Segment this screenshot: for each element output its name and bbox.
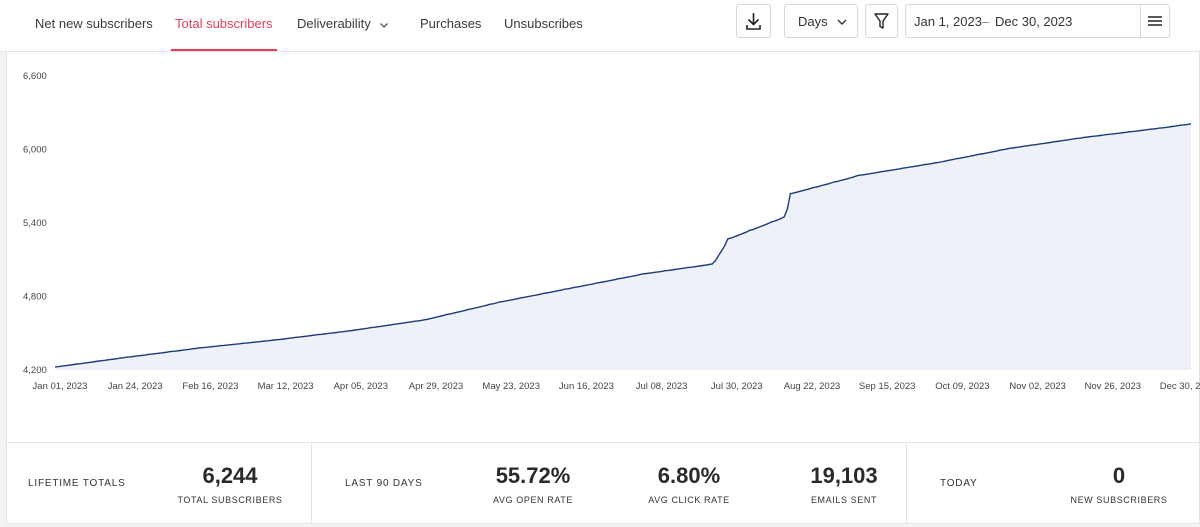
menu-button[interactable]: [1140, 4, 1170, 38]
stat-label-avg-click-rate: AVG CLICK RATE: [648, 495, 730, 505]
y-tick-label: 5,400: [23, 218, 47, 229]
stat-value-emails-sent: 19,103: [810, 463, 878, 488]
x-tick-label: Jul 30, 2023: [711, 381, 763, 392]
y-tick-label: 6,600: [23, 71, 47, 82]
x-tick-label: Apr 05, 2023: [334, 381, 388, 392]
chart-panel: 6,600 6,000 5,400 4,800 4,200 Jan 01, 2023 Jan…: [6, 52, 1200, 442]
x-tick-label: Aug 22, 2023: [784, 381, 841, 392]
download-icon: [746, 13, 761, 30]
series-line: [54, 123, 1192, 368]
stat-value-avg-click-rate: 6.80%: [657, 463, 721, 488]
hamburger-menu-icon: [1148, 16, 1162, 26]
stat-label-avg-open-rate: AVG OPEN RATE: [493, 495, 573, 505]
x-tick-label: Nov 02, 2023: [1009, 381, 1066, 392]
x-tick-label: Jun 16, 2023: [559, 381, 614, 392]
x-tick-label: Dec 30, 2023: [1160, 381, 1200, 392]
chevron-down-icon: [837, 19, 847, 25]
granularity-select[interactable]: Days: [784, 4, 858, 38]
stat-group-last-90-days: LAST 90 DAYS 55.72% AVG OPEN RATE 6.80% …: [312, 443, 907, 523]
tab-unsubscribes[interactable]: Unsubscribes: [504, 0, 583, 52]
stat-label-new-subscribers: NEW SUBSCRIBERS: [1070, 495, 1168, 505]
subscribers-chart: 6,600 6,000 5,400 4,800 4,200 Jan 01, 2023 Jan…: [23, 71, 1200, 392]
x-tick-label: Jan 01, 2023: [33, 381, 88, 392]
date-end: Dec 30, 2023: [995, 14, 1073, 29]
x-tick-label: May 23, 2023: [482, 381, 540, 392]
x-tick-label: Mar 12, 2023: [258, 381, 314, 392]
stat-value-avg-open-rate: 55.72%: [495, 463, 571, 488]
download-button[interactable]: [736, 4, 771, 38]
y-tick-label: 4,800: [23, 292, 47, 303]
stat-group-lifetime: LIFETIME TOTALS 6,244 TOTAL SUBSCRIBERS: [7, 443, 312, 523]
x-tick-label: Nov 26, 2023: [1085, 381, 1142, 392]
stat-label-emails-sent: EMAILS SENT: [810, 495, 878, 505]
tab-net-new-subscribers[interactable]: Net new subscribers: [35, 0, 153, 52]
tab-label: Purchases: [420, 16, 482, 31]
stat-group-heading: TODAY: [940, 478, 978, 489]
x-tick-label: Oct 09, 2023: [935, 381, 989, 392]
filter-icon: [874, 13, 889, 29]
y-tick-label: 6,000: [23, 145, 47, 156]
stat-value-new-subscribers: 0: [1112, 463, 1126, 488]
series-area: [55, 123, 1191, 370]
stat-group-heading: LAST 90 DAYS: [345, 478, 423, 489]
filter-button[interactable]: [865, 4, 898, 38]
stat-label-total-subscribers: TOTAL SUBSCRIBERS: [177, 495, 283, 505]
date-separator: –: [982, 14, 990, 29]
chevron-down-icon: [379, 23, 388, 28]
tab-label: Unsubscribes: [504, 16, 583, 31]
tab-label: Total subscribers: [175, 16, 273, 31]
y-tick-label: 4,200: [23, 365, 47, 376]
x-tick-label: Jan 24, 2023: [108, 381, 163, 392]
tab-deliverability[interactable]: Deliverability: [297, 0, 389, 52]
x-tick-label: Sep 15, 2023: [859, 381, 916, 392]
date-start: Jan 1, 2023: [914, 14, 982, 29]
x-tick-label: Apr 29, 2023: [409, 381, 463, 392]
x-tick-label: Jul 08, 2023: [636, 381, 688, 392]
stat-value-total-subscribers: 6,244: [202, 463, 258, 488]
tab-label: Deliverability: [297, 16, 371, 31]
date-range-picker[interactable]: Jan 1, 2023 – Dec 30, 2023: [905, 4, 1141, 38]
stats-bar: LIFETIME TOTALS 6,244 TOTAL SUBSCRIBERS …: [6, 442, 1200, 524]
stat-group-today: TODAY 0 NEW SUBSCRIBERS: [907, 443, 1199, 523]
x-tick-label: Feb 16, 2023: [182, 381, 238, 392]
stat-group-heading: LIFETIME TOTALS: [28, 478, 126, 489]
tab-purchases[interactable]: Purchases: [420, 0, 481, 52]
tab-total-subscribers[interactable]: Total subscribers: [171, 0, 277, 52]
top-bar: Net new subscribers Total subscribers De…: [0, 0, 1200, 52]
granularity-value: Days: [798, 14, 828, 29]
tab-label: Net new subscribers: [35, 16, 153, 31]
